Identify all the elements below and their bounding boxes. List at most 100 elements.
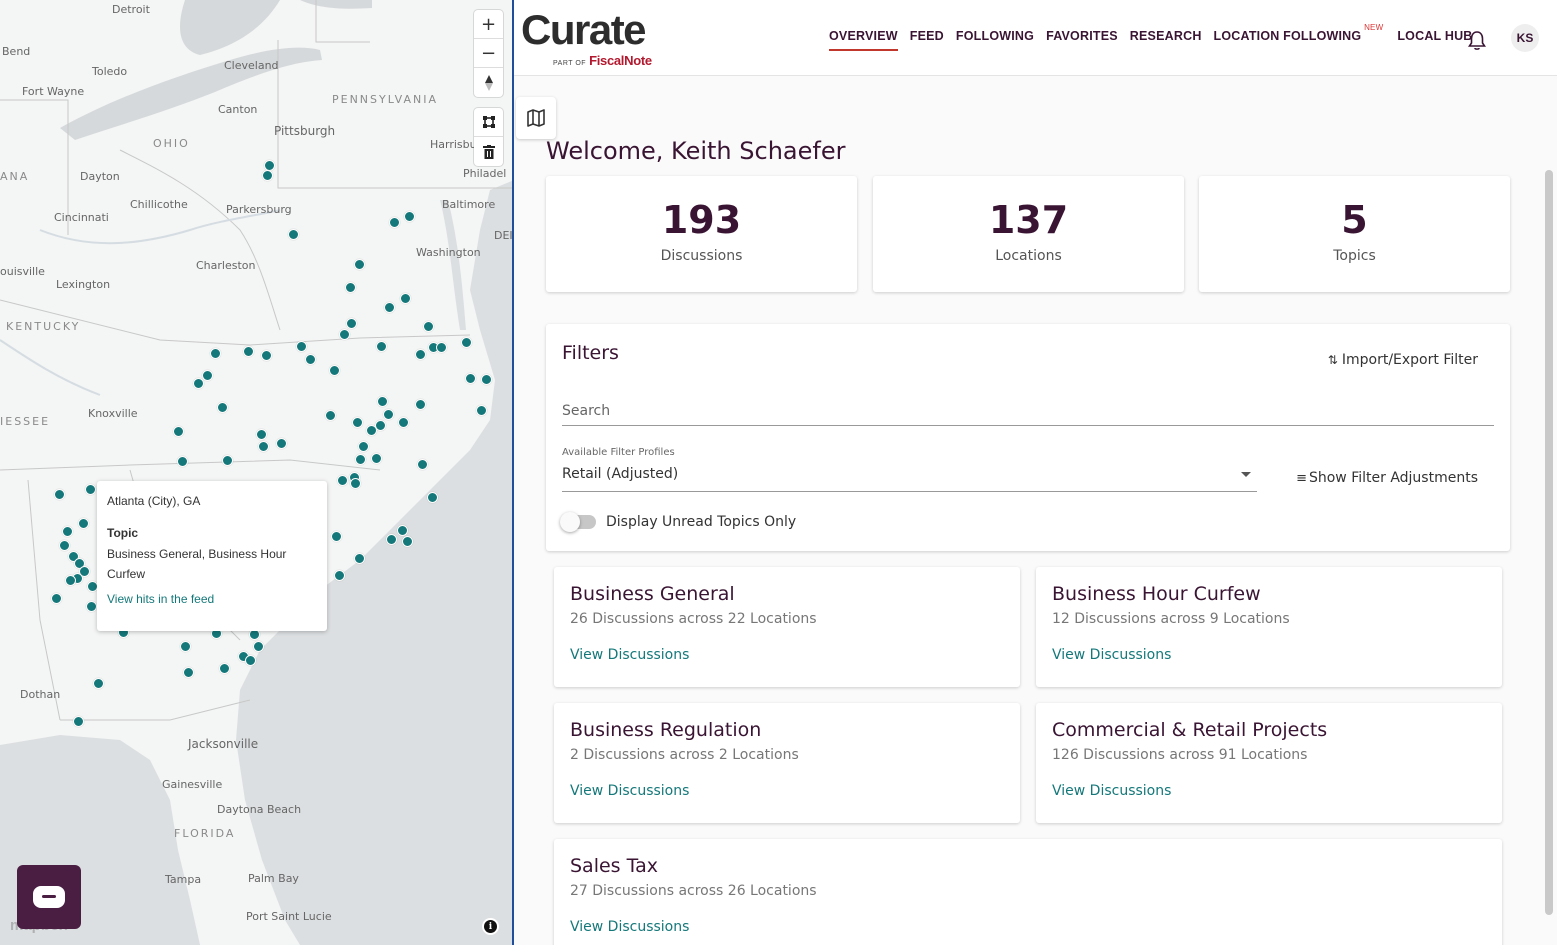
map-location-marker[interactable] bbox=[85, 600, 97, 612]
map-location-marker[interactable] bbox=[179, 640, 191, 652]
map-location-marker[interactable] bbox=[351, 416, 363, 428]
map-location-marker[interactable] bbox=[255, 428, 267, 440]
map-location-marker[interactable] bbox=[401, 535, 413, 547]
show-filter-adjustments-button[interactable]: ≡ Show Filter Adjustments bbox=[1296, 470, 1478, 486]
map-location-marker[interactable] bbox=[365, 424, 377, 436]
map-location-marker[interactable] bbox=[172, 425, 184, 437]
map-location-marker[interactable] bbox=[376, 395, 388, 407]
map-panel[interactable]: Detroit Bend Toledo Cleveland Fort Wayne… bbox=[0, 0, 514, 945]
map-location-marker[interactable] bbox=[287, 228, 299, 240]
map-location-marker[interactable] bbox=[50, 592, 62, 604]
search-input[interactable] bbox=[562, 403, 1494, 419]
map-location-marker[interactable] bbox=[414, 398, 426, 410]
notification-bell-icon[interactable] bbox=[1467, 30, 1487, 52]
map-location-marker[interactable] bbox=[209, 347, 221, 359]
map-location-marker[interactable] bbox=[464, 372, 476, 384]
compass-button[interactable] bbox=[474, 68, 503, 97]
map-location-marker[interactable] bbox=[92, 677, 104, 689]
map-location-marker[interactable] bbox=[61, 525, 73, 537]
map-location-marker[interactable] bbox=[260, 349, 272, 361]
map-location-marker[interactable] bbox=[216, 401, 228, 413]
map-location-marker[interactable] bbox=[399, 292, 411, 304]
view-discussions-link[interactable]: View Discussions bbox=[1052, 647, 1172, 663]
nav-location-following[interactable]: LOCATION FOLLOWING NEW bbox=[1214, 23, 1384, 51]
map-location-marker[interactable] bbox=[349, 477, 361, 489]
map-location-marker[interactable] bbox=[344, 281, 356, 293]
map-location-marker[interactable] bbox=[353, 552, 365, 564]
map-location-marker[interactable] bbox=[295, 340, 307, 352]
map-location-marker[interactable] bbox=[426, 491, 438, 503]
unread-topics-toggle[interactable]: Display Unread Topics Only bbox=[560, 512, 796, 532]
map-location-marker[interactable] bbox=[242, 345, 254, 357]
map-location-marker[interactable] bbox=[385, 533, 397, 545]
zoom-in-button[interactable]: + bbox=[474, 10, 503, 39]
nav-overview[interactable]: OVERVIEW bbox=[829, 29, 898, 51]
map-location-marker[interactable] bbox=[275, 437, 287, 449]
map-location-marker[interactable] bbox=[374, 419, 386, 431]
map-location-marker[interactable] bbox=[370, 452, 382, 464]
map-location-marker[interactable] bbox=[221, 454, 233, 466]
view-discussions-link[interactable]: View Discussions bbox=[1052, 783, 1172, 799]
map-location-marker[interactable] bbox=[244, 654, 256, 666]
avatar[interactable]: KS bbox=[1511, 24, 1539, 52]
trash-button[interactable] bbox=[474, 137, 503, 166]
map-location-marker[interactable] bbox=[435, 341, 447, 353]
map-location-marker[interactable] bbox=[345, 317, 357, 329]
map-location-marker[interactable] bbox=[78, 565, 90, 577]
map-location-marker[interactable] bbox=[382, 408, 394, 420]
map-location-marker[interactable] bbox=[416, 458, 428, 470]
map-location-marker[interactable] bbox=[324, 409, 336, 421]
map-location-marker[interactable] bbox=[64, 574, 76, 586]
map-location-marker[interactable] bbox=[388, 216, 400, 228]
import-export-filter-button[interactable]: ⇅ Import/Export Filter bbox=[1328, 352, 1478, 368]
map-location-marker[interactable] bbox=[86, 580, 98, 592]
view-discussions-link[interactable]: View Discussions bbox=[570, 919, 690, 935]
map-location-marker[interactable] bbox=[218, 662, 230, 674]
map-location-marker[interactable] bbox=[261, 169, 273, 181]
map-location-marker[interactable] bbox=[414, 348, 426, 360]
map-location-marker[interactable] bbox=[58, 539, 70, 551]
map-location-marker[interactable] bbox=[192, 377, 204, 389]
filter-profile-select[interactable]: Retail (Adjusted) bbox=[562, 466, 1257, 492]
map-location-marker[interactable] bbox=[263, 159, 275, 171]
nav-favorites[interactable]: FAVORITES bbox=[1046, 29, 1118, 43]
nav-feed[interactable]: FEED bbox=[909, 29, 944, 43]
view-discussions-link[interactable]: View Discussions bbox=[570, 647, 690, 663]
map-location-marker[interactable] bbox=[403, 210, 415, 222]
nav-local-hub[interactable]: LOCAL HUB bbox=[1397, 29, 1473, 43]
map-location-marker[interactable] bbox=[72, 715, 84, 727]
map-location-marker[interactable] bbox=[336, 474, 348, 486]
view-discussions-link[interactable]: View Discussions bbox=[570, 783, 690, 799]
map-location-marker[interactable] bbox=[396, 524, 408, 536]
zoom-out-button[interactable]: − bbox=[474, 39, 503, 68]
map-location-marker[interactable] bbox=[330, 530, 342, 542]
map-toggle-button[interactable] bbox=[516, 97, 556, 139]
map-location-marker[interactable] bbox=[201, 369, 213, 381]
map-location-marker[interactable] bbox=[383, 301, 395, 313]
map-location-marker[interactable] bbox=[375, 340, 387, 352]
map-location-marker[interactable] bbox=[353, 258, 365, 270]
attribution-info-button[interactable]: i bbox=[482, 918, 499, 935]
map-location-marker[interactable] bbox=[182, 666, 194, 678]
map-location-marker[interactable] bbox=[176, 455, 188, 467]
map-location-marker[interactable] bbox=[84, 483, 96, 495]
scrollbar[interactable] bbox=[1545, 170, 1553, 915]
map-location-marker[interactable] bbox=[333, 569, 345, 581]
map-location-marker[interactable] bbox=[354, 453, 366, 465]
map-location-marker[interactable] bbox=[67, 550, 79, 562]
map-location-marker[interactable] bbox=[77, 517, 89, 529]
map-location-marker[interactable] bbox=[475, 404, 487, 416]
map-location-marker[interactable] bbox=[357, 440, 369, 452]
toggle-switch[interactable] bbox=[560, 512, 596, 532]
map-location-marker[interactable] bbox=[338, 328, 350, 340]
draw-polygon-button[interactable] bbox=[474, 108, 503, 137]
map-location-marker[interactable] bbox=[460, 336, 472, 348]
map-location-marker[interactable] bbox=[422, 320, 434, 332]
curate-logo[interactable]: Curate PART OF FiscalNote bbox=[521, 8, 652, 69]
map-location-marker[interactable] bbox=[480, 373, 492, 385]
map-location-marker[interactable] bbox=[53, 488, 65, 500]
chat-button[interactable] bbox=[17, 865, 81, 929]
map-location-marker[interactable] bbox=[257, 440, 269, 452]
map-location-marker[interactable] bbox=[304, 353, 316, 365]
map-location-marker[interactable] bbox=[328, 364, 340, 376]
